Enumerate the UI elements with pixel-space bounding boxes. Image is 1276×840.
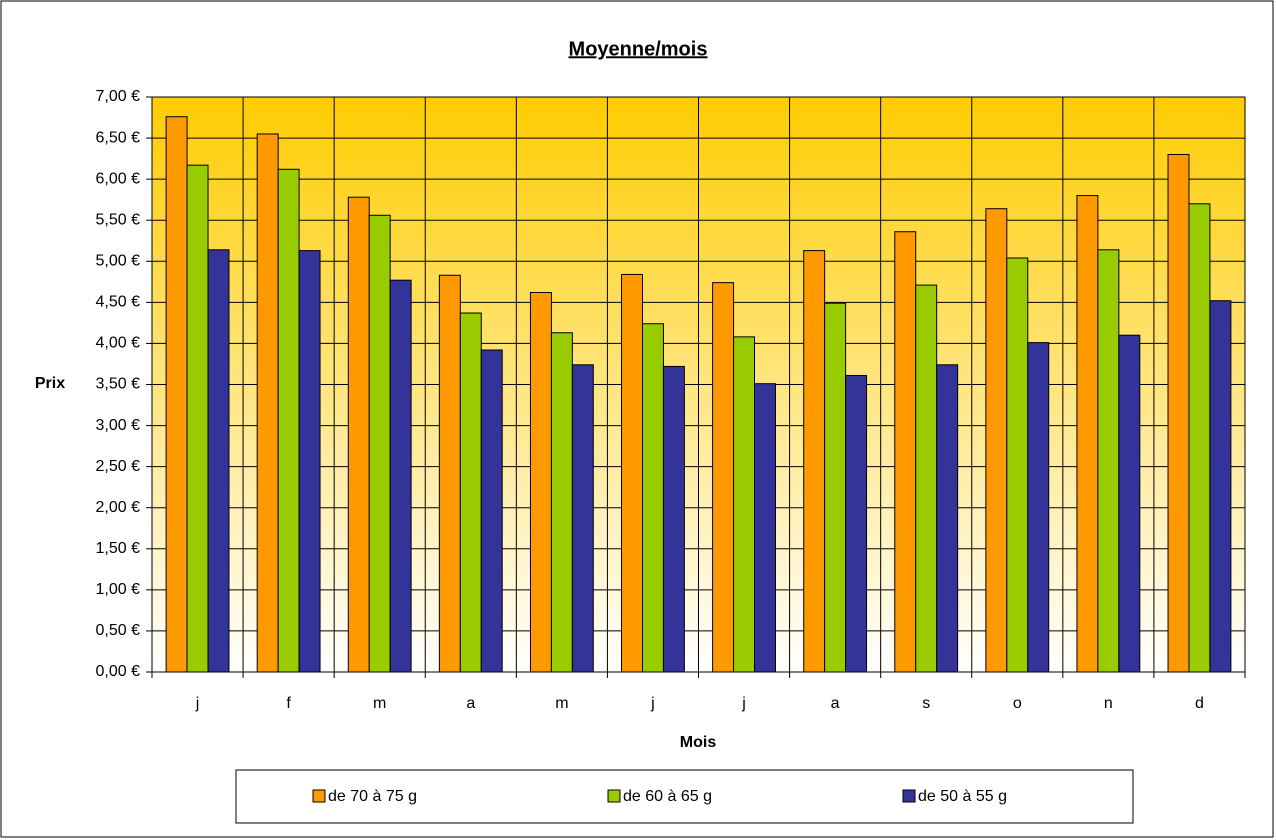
legend-swatch <box>607 789 621 803</box>
x-tick-label: a <box>831 695 840 712</box>
x-tick-label: m <box>373 695 386 712</box>
x-tick-label: n <box>1104 695 1113 712</box>
bar <box>894 231 917 673</box>
y-tick-label: 6,50 € <box>96 129 141 146</box>
bar <box>1076 195 1099 673</box>
bar <box>186 164 209 673</box>
bar <box>550 332 573 673</box>
y-tick-label: 6,00 € <box>96 170 141 187</box>
bar <box>915 284 938 673</box>
bar <box>459 312 482 673</box>
legend-box <box>235 769 1134 824</box>
legend-label: de 60 à 65 g <box>623 788 712 805</box>
bar <box>256 133 279 673</box>
legend-swatch <box>312 789 326 803</box>
y-tick-label: 2,50 € <box>96 458 141 475</box>
y-tick-label: 2,00 € <box>96 499 141 516</box>
bar <box>529 292 552 673</box>
bar <box>712 282 735 673</box>
bar <box>662 365 685 673</box>
bar <box>165 116 188 673</box>
bar <box>1188 203 1211 673</box>
bar <box>733 336 756 673</box>
bar <box>1167 154 1190 673</box>
bar <box>571 364 594 673</box>
x-tick-label: o <box>1013 695 1022 712</box>
bar <box>1027 342 1050 673</box>
x-tick-label: f <box>286 695 291 712</box>
y-tick-label: 4,00 € <box>96 335 141 352</box>
bar <box>1209 300 1232 673</box>
x-tick-label: m <box>555 695 568 712</box>
legend-label: de 50 à 55 g <box>918 788 1007 805</box>
y-tick-label: 1,00 € <box>96 581 141 598</box>
bar <box>985 208 1008 673</box>
x-axis-label: Mois <box>680 734 717 751</box>
bar <box>438 274 461 673</box>
bar <box>1097 249 1120 673</box>
y-tick-label: 0,00 € <box>96 663 141 680</box>
x-tick-label: j <box>741 695 746 712</box>
bar <box>298 250 321 673</box>
y-tick-label: 0,50 € <box>96 622 141 639</box>
y-tick-label: 5,50 € <box>96 211 141 228</box>
bar <box>845 374 868 673</box>
x-tick-label: d <box>1195 695 1204 712</box>
bar <box>1118 334 1141 673</box>
bar <box>368 214 391 673</box>
y-tick-label: 4,50 € <box>96 294 141 311</box>
legend-label: de 70 à 75 g <box>328 788 417 805</box>
x-tick-label: s <box>922 695 930 712</box>
bar <box>389 279 412 673</box>
x-tick-label: j <box>650 695 655 712</box>
y-tick-label: 1,50 € <box>96 540 141 557</box>
x-tick-label: a <box>466 695 475 712</box>
bar <box>621 273 643 673</box>
y-tick-label: 3,50 € <box>96 376 141 393</box>
bar <box>480 349 503 673</box>
bar <box>824 302 847 673</box>
bar <box>1006 257 1029 673</box>
y-tick-label: 3,00 € <box>96 417 141 434</box>
bar <box>754 383 776 673</box>
y-tick-label: 5,00 € <box>96 253 141 270</box>
y-tick-label: 7,00 € <box>96 88 141 105</box>
bar <box>277 168 300 673</box>
bar <box>347 196 370 673</box>
chart-title: Moyenne/mois <box>569 38 708 60</box>
bar <box>207 249 230 673</box>
bar <box>936 364 959 673</box>
legend-swatch <box>902 789 916 803</box>
x-tick-label: j <box>195 695 200 712</box>
bar <box>641 323 664 673</box>
y-axis-label: Prix <box>35 375 65 392</box>
bar <box>803 250 826 673</box>
